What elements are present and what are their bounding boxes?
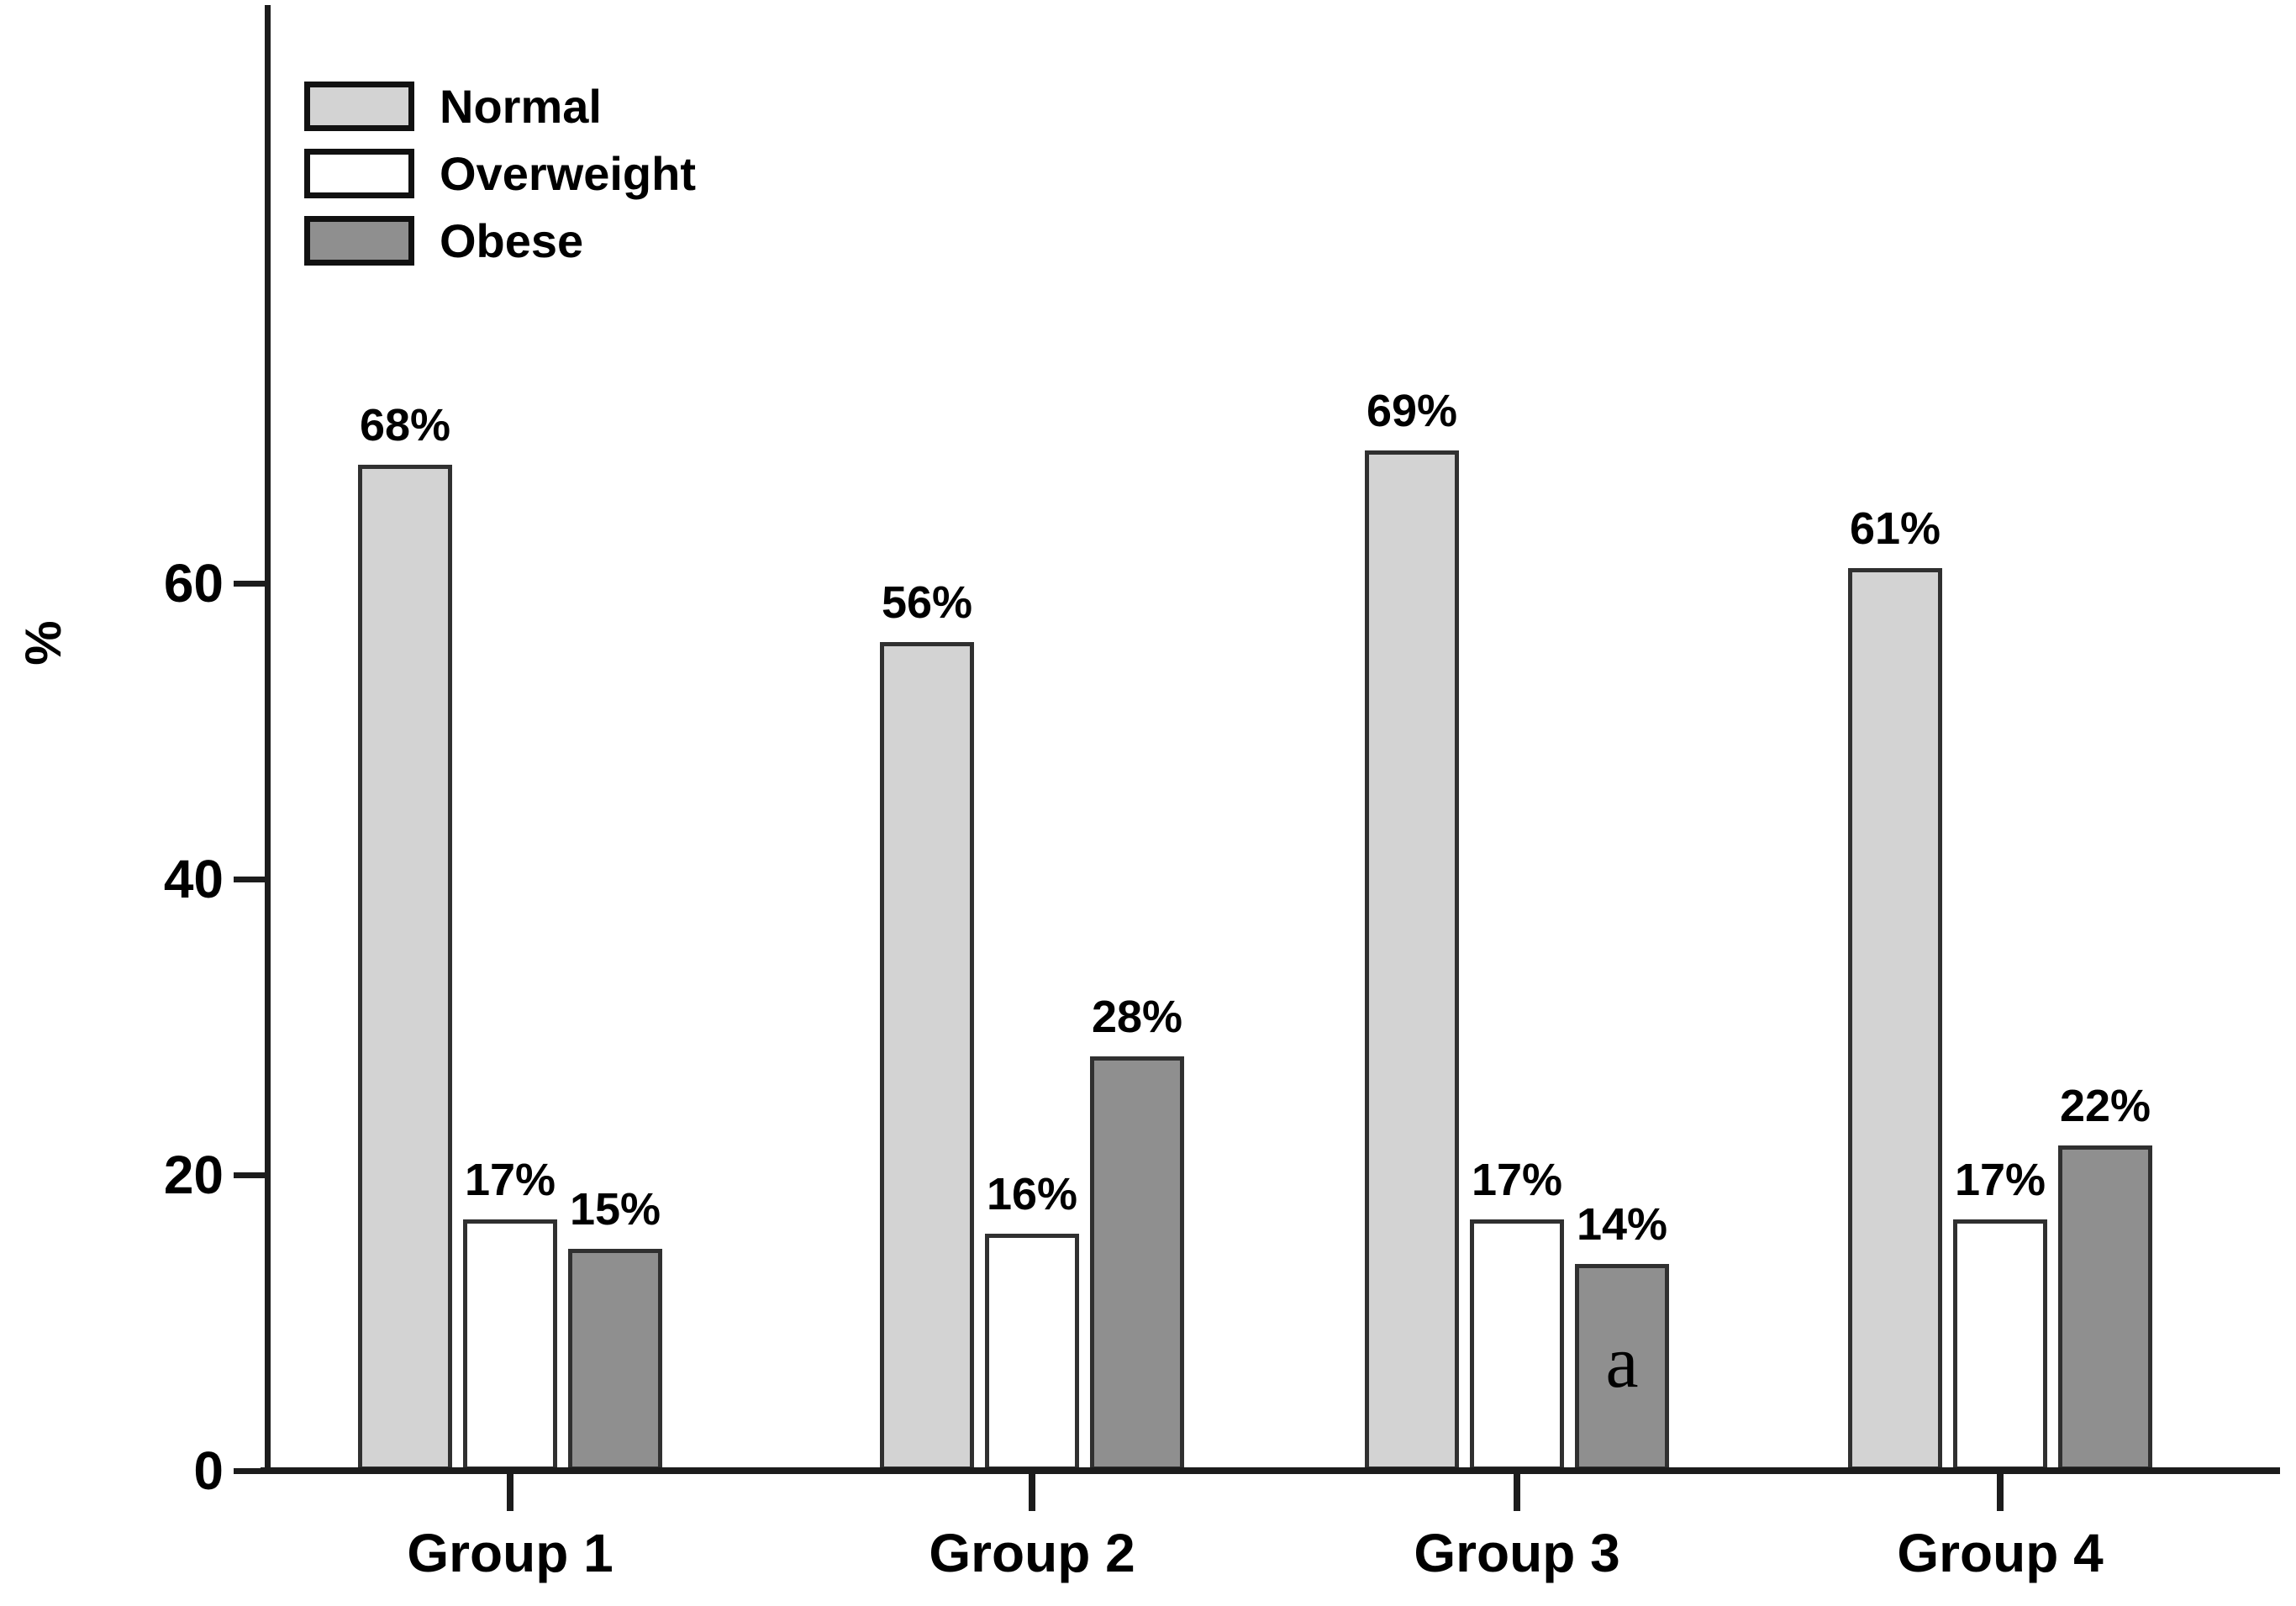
bar-value-label: 68% — [359, 400, 451, 450]
legend-label-normal: Normal — [440, 80, 602, 133]
bar-normal-group2 — [880, 642, 974, 1471]
y-tick-mark — [234, 1468, 267, 1474]
legend-swatch-obese — [304, 216, 414, 266]
x-axis-label-group4: Group 4 — [1897, 1523, 2104, 1583]
bar-overweight-group2 — [985, 1234, 1079, 1471]
x-tick-mark — [1029, 1474, 1035, 1511]
legend-label-overweight: Overweight — [440, 147, 696, 200]
bar-overweight-group4 — [1953, 1219, 2047, 1471]
legend-swatch-overweight — [304, 149, 414, 198]
x-axis-label-group2: Group 2 — [929, 1523, 1135, 1583]
bar-value-label: 16% — [986, 1169, 1078, 1219]
y-tick-label: 20 — [163, 1145, 224, 1205]
x-axis-line — [261, 1467, 2280, 1474]
y-tick-label: 0 — [193, 1440, 224, 1501]
bar-value-label: 14% — [1576, 1199, 1668, 1250]
bar-value-label: 17% — [1954, 1155, 2046, 1205]
bar-normal-group4 — [1848, 568, 1942, 1471]
y-tick-mark — [234, 1172, 267, 1178]
y-tick-mark — [234, 581, 267, 587]
bar-value-label: 61% — [1849, 503, 1941, 554]
x-tick-mark — [507, 1474, 513, 1511]
bar-value-label: 17% — [464, 1155, 556, 1205]
bar-value-label: 15% — [569, 1184, 661, 1235]
y-tick-label: 60 — [163, 553, 224, 613]
bar-obese-group2 — [1090, 1056, 1184, 1471]
bar-annotation-a: a — [1605, 1322, 1639, 1403]
bar-value-label: 69% — [1366, 386, 1458, 436]
bar-value-label: 56% — [881, 577, 973, 628]
bar-overweight-group3 — [1470, 1219, 1564, 1471]
bar-normal-group3 — [1365, 450, 1459, 1471]
x-axis-label-group1: Group 1 — [407, 1523, 613, 1583]
bar-obese-group1 — [568, 1249, 662, 1471]
y-tick-label: 40 — [163, 849, 224, 909]
bar-normal-group1 — [358, 465, 452, 1471]
bar-obese-group3 — [1575, 1264, 1669, 1471]
x-tick-mark — [1997, 1474, 2004, 1511]
x-axis-label-group3: Group 3 — [1414, 1523, 1620, 1583]
bar-value-label: 28% — [1091, 992, 1183, 1042]
y-tick-mark — [234, 877, 267, 882]
y-axis-line — [265, 5, 271, 1474]
bar-value-label: 22% — [2059, 1081, 2151, 1131]
bar-overweight-group1 — [463, 1219, 557, 1471]
legend-swatch-normal — [304, 82, 414, 131]
x-tick-mark — [1514, 1474, 1520, 1511]
legend-label-obese: Obese — [440, 214, 584, 267]
bar-value-label: 17% — [1471, 1155, 1563, 1205]
bar-obese-group4 — [2058, 1145, 2152, 1471]
